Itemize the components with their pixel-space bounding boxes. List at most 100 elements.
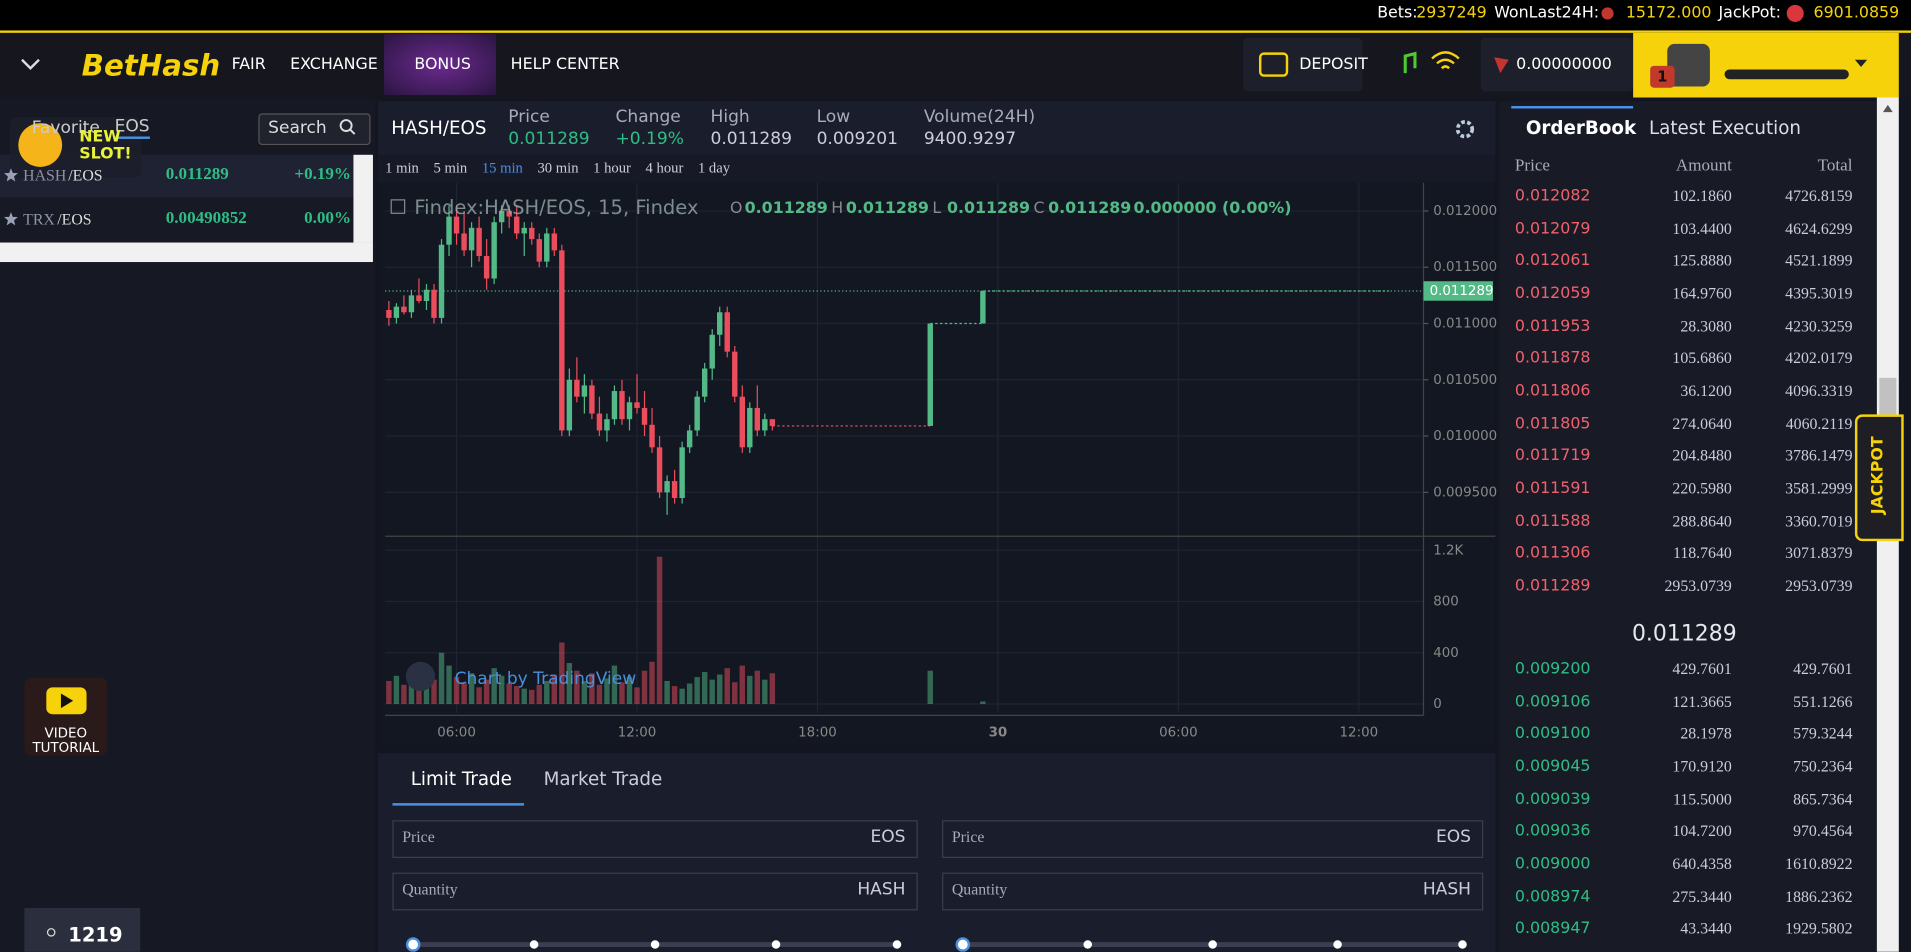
- orderbook-cell[interactable]: 551.1266: [1793, 691, 1853, 711]
- nav-item[interactable]: BONUS: [414, 55, 471, 74]
- orderbook-cell[interactable]: 36.1200: [1680, 381, 1732, 400]
- interval-option[interactable]: 30 min: [537, 159, 579, 177]
- orderbook-cell[interactable]: 115.5000: [1673, 789, 1732, 808]
- orderbook-cell[interactable]: 121.3665: [1672, 691, 1732, 711]
- orderbook-cell[interactable]: 4202.0179: [1785, 348, 1853, 368]
- orderbook-cell[interactable]: 0.011878: [1514, 349, 1591, 368]
- interval-option[interactable]: 1 min: [385, 159, 419, 177]
- interval-option[interactable]: 15 min: [481, 159, 523, 177]
- orderbook-cell[interactable]: 105.6860: [1672, 348, 1732, 368]
- orderbook-tab[interactable]: OrderBook: [1525, 117, 1637, 139]
- pair-quote[interactable]: /EOS: [68, 165, 103, 185]
- orderbook-cell[interactable]: 3360.7019: [1785, 511, 1853, 530]
- orderbook-cell[interactable]: 0.011588: [1514, 512, 1591, 531]
- orderbook-cell[interactable]: 429.7601: [1793, 659, 1853, 678]
- orderbook-cell[interactable]: 4726.8159: [1785, 186, 1853, 205]
- pair-change[interactable]: 0.00%: [304, 209, 351, 228]
- logo[interactable]: BetHash: [81, 48, 221, 83]
- jackpot-label[interactable]: JACKPOT: [1868, 436, 1888, 515]
- video-label[interactable]: VIDEO TUTORIAL: [32, 725, 100, 756]
- orderbook-cell[interactable]: 0.009200: [1514, 659, 1591, 679]
- quantity-input[interactable]: [942, 872, 1484, 911]
- orderbook-cell[interactable]: 0.011805: [1514, 414, 1591, 433]
- balance-value[interactable]: 0.00000000: [1516, 55, 1612, 74]
- orderbook-cell[interactable]: 4395.3019: [1785, 283, 1853, 303]
- orderbook-cell[interactable]: 3581.2999: [1785, 478, 1853, 498]
- orderbook-cell[interactable]: 4230.3259: [1785, 316, 1853, 335]
- orderbook-cell[interactable]: 0.009000: [1514, 854, 1591, 874]
- orderbook-cell[interactable]: 0.009106: [1514, 692, 1591, 711]
- search-placeholder[interactable]: Search: [268, 118, 327, 138]
- orderbook-cell[interactable]: 2953.0739: [1785, 576, 1853, 595]
- nav-item[interactable]: HELP CENTER: [510, 55, 620, 74]
- orderbook-cell[interactable]: 3786.1479: [1785, 446, 1853, 465]
- orderbook-cell[interactable]: 4521.1899: [1785, 251, 1853, 270]
- orderbook-cell[interactable]: 1929.5802: [1785, 919, 1853, 938]
- pair-base[interactable]: HASH: [23, 165, 67, 185]
- jackpot-tab[interactable]: [1854, 414, 1904, 542]
- orderbook-cell[interactable]: 865.7364: [1793, 789, 1853, 808]
- pair-base[interactable]: TRX: [23, 209, 55, 228]
- orderbook-cell[interactable]: 4624.6299: [1785, 218, 1853, 238]
- orderbook-cell[interactable]: 0.008974: [1514, 887, 1591, 906]
- orderbook-cell[interactable]: 1610.8922: [1785, 854, 1853, 873]
- deposit-button[interactable]: [1243, 37, 1363, 92]
- orderbook-cell[interactable]: 4096.3319: [1785, 381, 1853, 400]
- orderbook-cell[interactable]: 125.8880: [1672, 251, 1732, 270]
- orderbook-cell[interactable]: 0.009100: [1514, 724, 1591, 744]
- orderbook-cell[interactable]: 0.009036: [1514, 822, 1591, 841]
- orderbook-cell[interactable]: 640.4358: [1672, 854, 1732, 873]
- input-label[interactable]: Price: [402, 827, 435, 846]
- orderbook-cell[interactable]: 28.1978: [1680, 724, 1732, 743]
- orderbook-cell[interactable]: 288.8640: [1672, 511, 1732, 530]
- orderbook-cell[interactable]: 970.4564: [1793, 821, 1853, 841]
- pair-change[interactable]: +0.19%: [294, 165, 351, 185]
- orderbook-cell[interactable]: 0.012082: [1514, 187, 1591, 206]
- orderbook-cell[interactable]: 0.009039: [1514, 789, 1591, 809]
- orderbook-cell[interactable]: 0.011591: [1514, 479, 1591, 498]
- input-label[interactable]: Price: [951, 827, 985, 846]
- interval-option[interactable]: 1 hour: [593, 159, 631, 177]
- orderbook-cell[interactable]: 28.3080: [1680, 316, 1732, 335]
- orderbook-cell[interactable]: 0.011289: [1514, 577, 1591, 596]
- trade-tab[interactable]: Limit Trade: [410, 767, 512, 790]
- orderbook-cell[interactable]: 164.9760: [1672, 283, 1732, 303]
- price-input[interactable]: [942, 820, 1484, 858]
- orderbook-cell[interactable]: 102.1860: [1672, 186, 1732, 205]
- orderbook-cell[interactable]: 103.4400: [1672, 218, 1732, 238]
- price-input[interactable]: [392, 820, 918, 858]
- nav-item[interactable]: EXCHANGE: [290, 55, 378, 74]
- orderbook-cell[interactable]: 4060.2119: [1785, 413, 1853, 433]
- v-scrollbar[interactable]: [353, 154, 373, 243]
- orderbook-cell[interactable]: 429.7601: [1672, 659, 1732, 678]
- orderbook-cell[interactable]: 1886.2362: [1785, 886, 1853, 906]
- orderbook-cell[interactable]: 204.8480: [1672, 446, 1732, 465]
- orderbook-cell[interactable]: 0.011719: [1514, 447, 1591, 466]
- interval-option[interactable]: 4 hour: [645, 159, 684, 177]
- orderbook-cell[interactable]: 2953.0739: [1664, 576, 1732, 595]
- market-row-bg[interactable]: [0, 198, 354, 242]
- orderbook-cell[interactable]: 3071.8379: [1785, 544, 1853, 563]
- market-tab[interactable]: EOS: [114, 117, 150, 139]
- orderbook-cell[interactable]: 43.3440: [1680, 919, 1732, 938]
- pair-quote[interactable]: /EOS: [57, 209, 92, 228]
- orderbook-cell[interactable]: 118.7640: [1673, 544, 1732, 563]
- h-scrollbar[interactable]: [0, 242, 373, 263]
- orderbook-cell[interactable]: 0.011306: [1514, 544, 1591, 563]
- orderbook-cell[interactable]: 274.0640: [1672, 413, 1732, 433]
- orderbook-cell[interactable]: 104.7200: [1672, 821, 1732, 841]
- interval-option[interactable]: 1 day: [697, 159, 731, 177]
- search-box[interactable]: [258, 113, 371, 146]
- orderbook-cell[interactable]: 0.011806: [1514, 382, 1591, 401]
- orderbook-cell[interactable]: 0.008947: [1514, 919, 1591, 939]
- orderbook-cell[interactable]: 170.9120: [1672, 756, 1732, 776]
- market-tab[interactable]: Favorite: [31, 118, 100, 138]
- pair-price[interactable]: 0.00490852: [165, 209, 247, 228]
- orderbook-cell[interactable]: 275.3440: [1672, 886, 1732, 906]
- orderbook-cell[interactable]: 579.3244: [1793, 724, 1853, 743]
- pair-price[interactable]: 0.011289: [165, 165, 229, 185]
- interval-option[interactable]: 5 min: [433, 159, 468, 177]
- input-label[interactable]: Quantity: [402, 879, 458, 899]
- orderbook-cell[interactable]: 0.009045: [1514, 757, 1591, 776]
- orderbook-cell[interactable]: 0.012079: [1514, 219, 1591, 238]
